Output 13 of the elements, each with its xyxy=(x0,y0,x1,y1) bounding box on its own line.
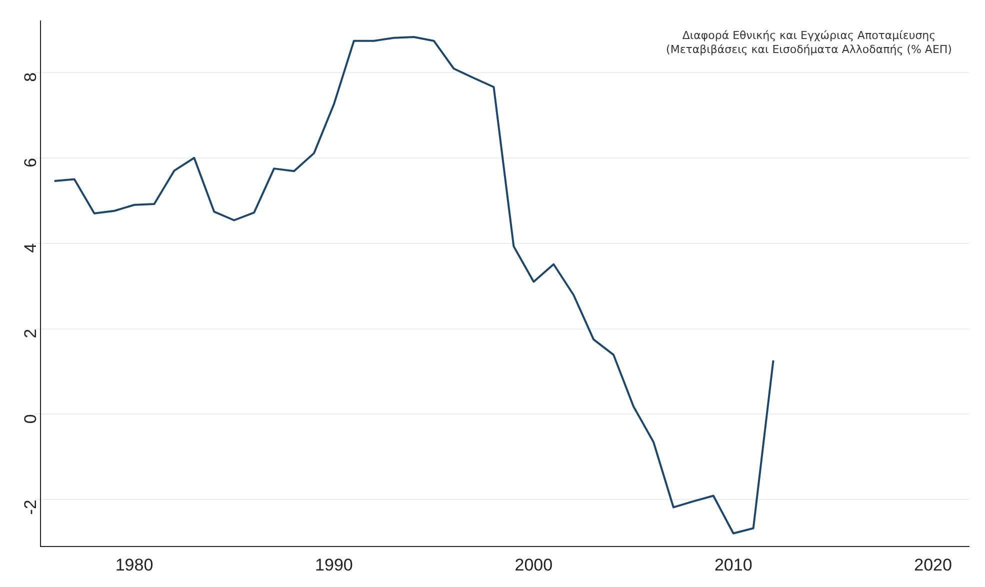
y-tick-label: -2 xyxy=(21,500,40,515)
x-tick-label: 2000 xyxy=(514,555,553,574)
text: Διαφορά Εθνικής και Εγχώριας Αποταμίευσης xyxy=(682,29,936,42)
text: (Μεταβιβάσεις και Εισοδήματα Αλλοδαπής (% ΑΕΠ) xyxy=(666,43,952,56)
y-tick-label: 2 xyxy=(21,328,40,338)
x-tick-label: 1990 xyxy=(315,555,353,574)
y-tick-label: 6 xyxy=(21,158,40,168)
y-tick-label: 4 xyxy=(21,243,40,253)
y-tick-label: 0 xyxy=(21,414,40,424)
y-tick-label: 8 xyxy=(21,72,40,82)
x-tick-label: 2020 xyxy=(914,555,952,574)
x-tick-label: 1980 xyxy=(115,555,154,574)
x-tick-label: 2010 xyxy=(714,555,752,574)
